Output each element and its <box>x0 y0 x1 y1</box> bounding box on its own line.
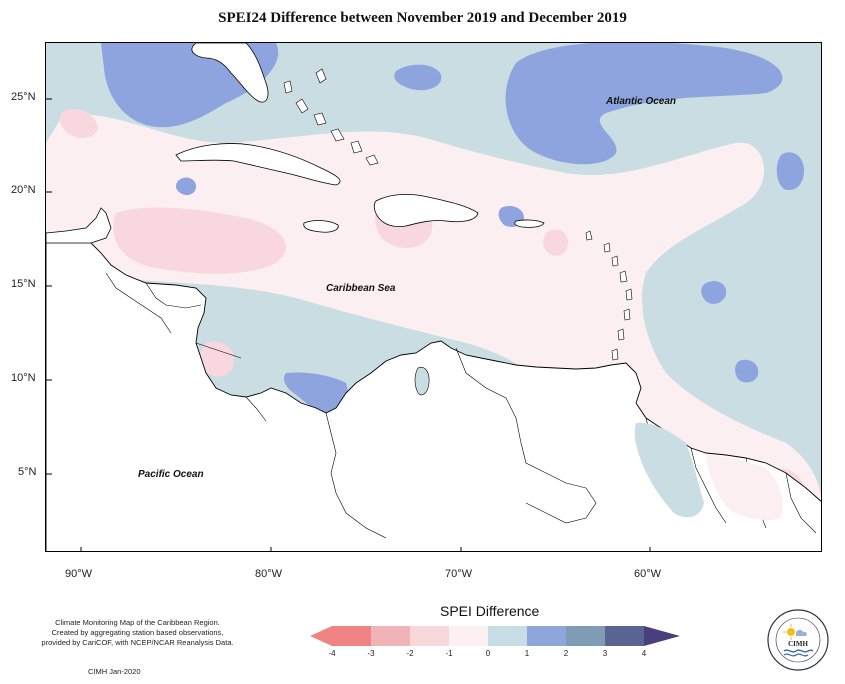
legend-bin-3 <box>449 626 488 646</box>
lat-label-20: 20°N <box>11 184 36 196</box>
lon-label-90: 90°W <box>65 568 93 580</box>
land-puerto-rico <box>514 219 545 228</box>
pink-patch-nicaragua <box>200 341 234 377</box>
credit-line-1: Climate Monitoring Map of the Caribbean … <box>55 618 220 627</box>
legend-colorbar <box>310 626 680 646</box>
cimh-logo: CIMH <box>767 609 829 671</box>
blue-patch-upper-left <box>394 64 442 91</box>
lat-ticks-marks <box>46 98 52 475</box>
legend-tick-2: 2 <box>563 649 569 658</box>
legend-arrow-right <box>644 626 680 646</box>
lat-label-5: 5°N <box>18 466 37 478</box>
sun-icon <box>783 624 799 640</box>
cloud-icon <box>796 629 807 636</box>
credit-date: CIMH Jan-2020 <box>88 667 141 676</box>
legend-bin-5 <box>527 626 566 646</box>
lake-maracaibo <box>414 366 430 396</box>
legend-bin-6 <box>566 626 605 646</box>
blue-patch-guyana <box>634 422 704 518</box>
caribbean-label: Caribbean Sea <box>326 283 396 294</box>
blue-patch-panama <box>283 372 348 418</box>
land-florida <box>191 43 269 103</box>
credit-line-3: provided by CariCOF, with NCEP/NCAR Rean… <box>41 638 234 647</box>
land-lesser-antilles <box>585 230 633 361</box>
atlantic-label: Atlantic Ocean <box>605 96 676 107</box>
legend-bin-2 <box>410 626 449 646</box>
waves-icon-2 <box>783 653 809 657</box>
legend-tick-1: 1 <box>524 649 530 658</box>
pink-patch-suriname <box>706 455 783 521</box>
pink-patch-pr <box>543 229 568 256</box>
credit-block: Climate Monitoring Map of the Caribbean … <box>30 618 245 648</box>
credit-line-2: Created by aggregating station based obs… <box>51 628 224 637</box>
pink-patch-atlantic <box>59 108 98 139</box>
legend-bin-1 <box>371 626 410 646</box>
legend-tick-4: 4 <box>641 649 647 658</box>
legend-bin-0 <box>332 626 371 646</box>
blue-patch-east <box>776 152 804 191</box>
spei-map: Atlantic Ocean Caribbean Sea Pacific Oce… <box>46 43 821 551</box>
lat-label-10: 10°N <box>11 372 36 384</box>
pacific-label: Pacific Ocean <box>138 469 204 480</box>
blue-patch-small-1 <box>701 281 727 304</box>
lat-label-15: 15°N <box>11 278 36 290</box>
lon-ticks-marks <box>80 547 651 551</box>
blue-patch-atlantic <box>505 43 783 165</box>
blue-patch-small-2 <box>735 359 759 383</box>
logo-org-text: CIMH <box>788 640 808 648</box>
map-panel: Atlantic Ocean Caribbean Sea Pacific Oce… <box>45 42 822 552</box>
legend-arrow-left <box>310 626 332 646</box>
lat-label-25: 25°N <box>11 91 36 103</box>
lon-label-70: 70°W <box>445 568 473 580</box>
land-yucatan <box>46 207 112 244</box>
legend-bin-7 <box>605 626 644 646</box>
land-bahamas <box>283 68 379 166</box>
map-title: SPEI24 Difference between November 2019 … <box>218 10 627 26</box>
lon-label-80: 80°W <box>255 568 283 580</box>
legend-tick--3: -3 <box>367 649 375 658</box>
waves-icon <box>783 649 814 653</box>
legend-tick--4: -4 <box>328 649 336 658</box>
land-cuba <box>175 143 341 186</box>
legend-tick-0: 0 <box>485 649 491 658</box>
legend-tick-3: 3 <box>602 649 608 658</box>
lon-label-60: 60°W <box>634 568 662 580</box>
blue-patch-cuba <box>175 177 197 195</box>
legend-tick--2: -2 <box>406 649 414 658</box>
legend-tick--1: -1 <box>445 649 453 658</box>
legend-bin-4 <box>488 626 527 646</box>
land-jamaica <box>303 220 339 233</box>
legend-title: SPEI Difference <box>440 603 540 619</box>
pink-patch-west <box>113 207 286 274</box>
land-hispaniola <box>373 193 479 227</box>
